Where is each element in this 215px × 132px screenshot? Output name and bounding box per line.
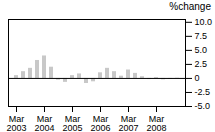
svg-text:10.0: 10.0 [195,17,213,27]
svg-text:5.0: 5.0 [195,45,208,55]
svg-text:Mar2005: Mar2005 [62,114,82,132]
svg-text:Mar2004: Mar2004 [34,114,54,132]
svg-text:Mar2007: Mar2007 [118,114,138,132]
svg-text:Mar2006: Mar2006 [90,114,110,132]
svg-text:2.5: 2.5 [195,59,208,69]
svg-text:Mar2008: Mar2008 [146,114,166,132]
html-text:%change: %change [169,1,211,12]
svg-text:7.5: 7.5 [195,31,208,41]
svg-text:Mar2003: Mar2003 [6,114,26,132]
svg-text:-5.0: -5.0 [195,101,211,111]
svg-text:0: 0 [195,73,200,83]
svg-text:-2.5: -2.5 [195,87,211,97]
